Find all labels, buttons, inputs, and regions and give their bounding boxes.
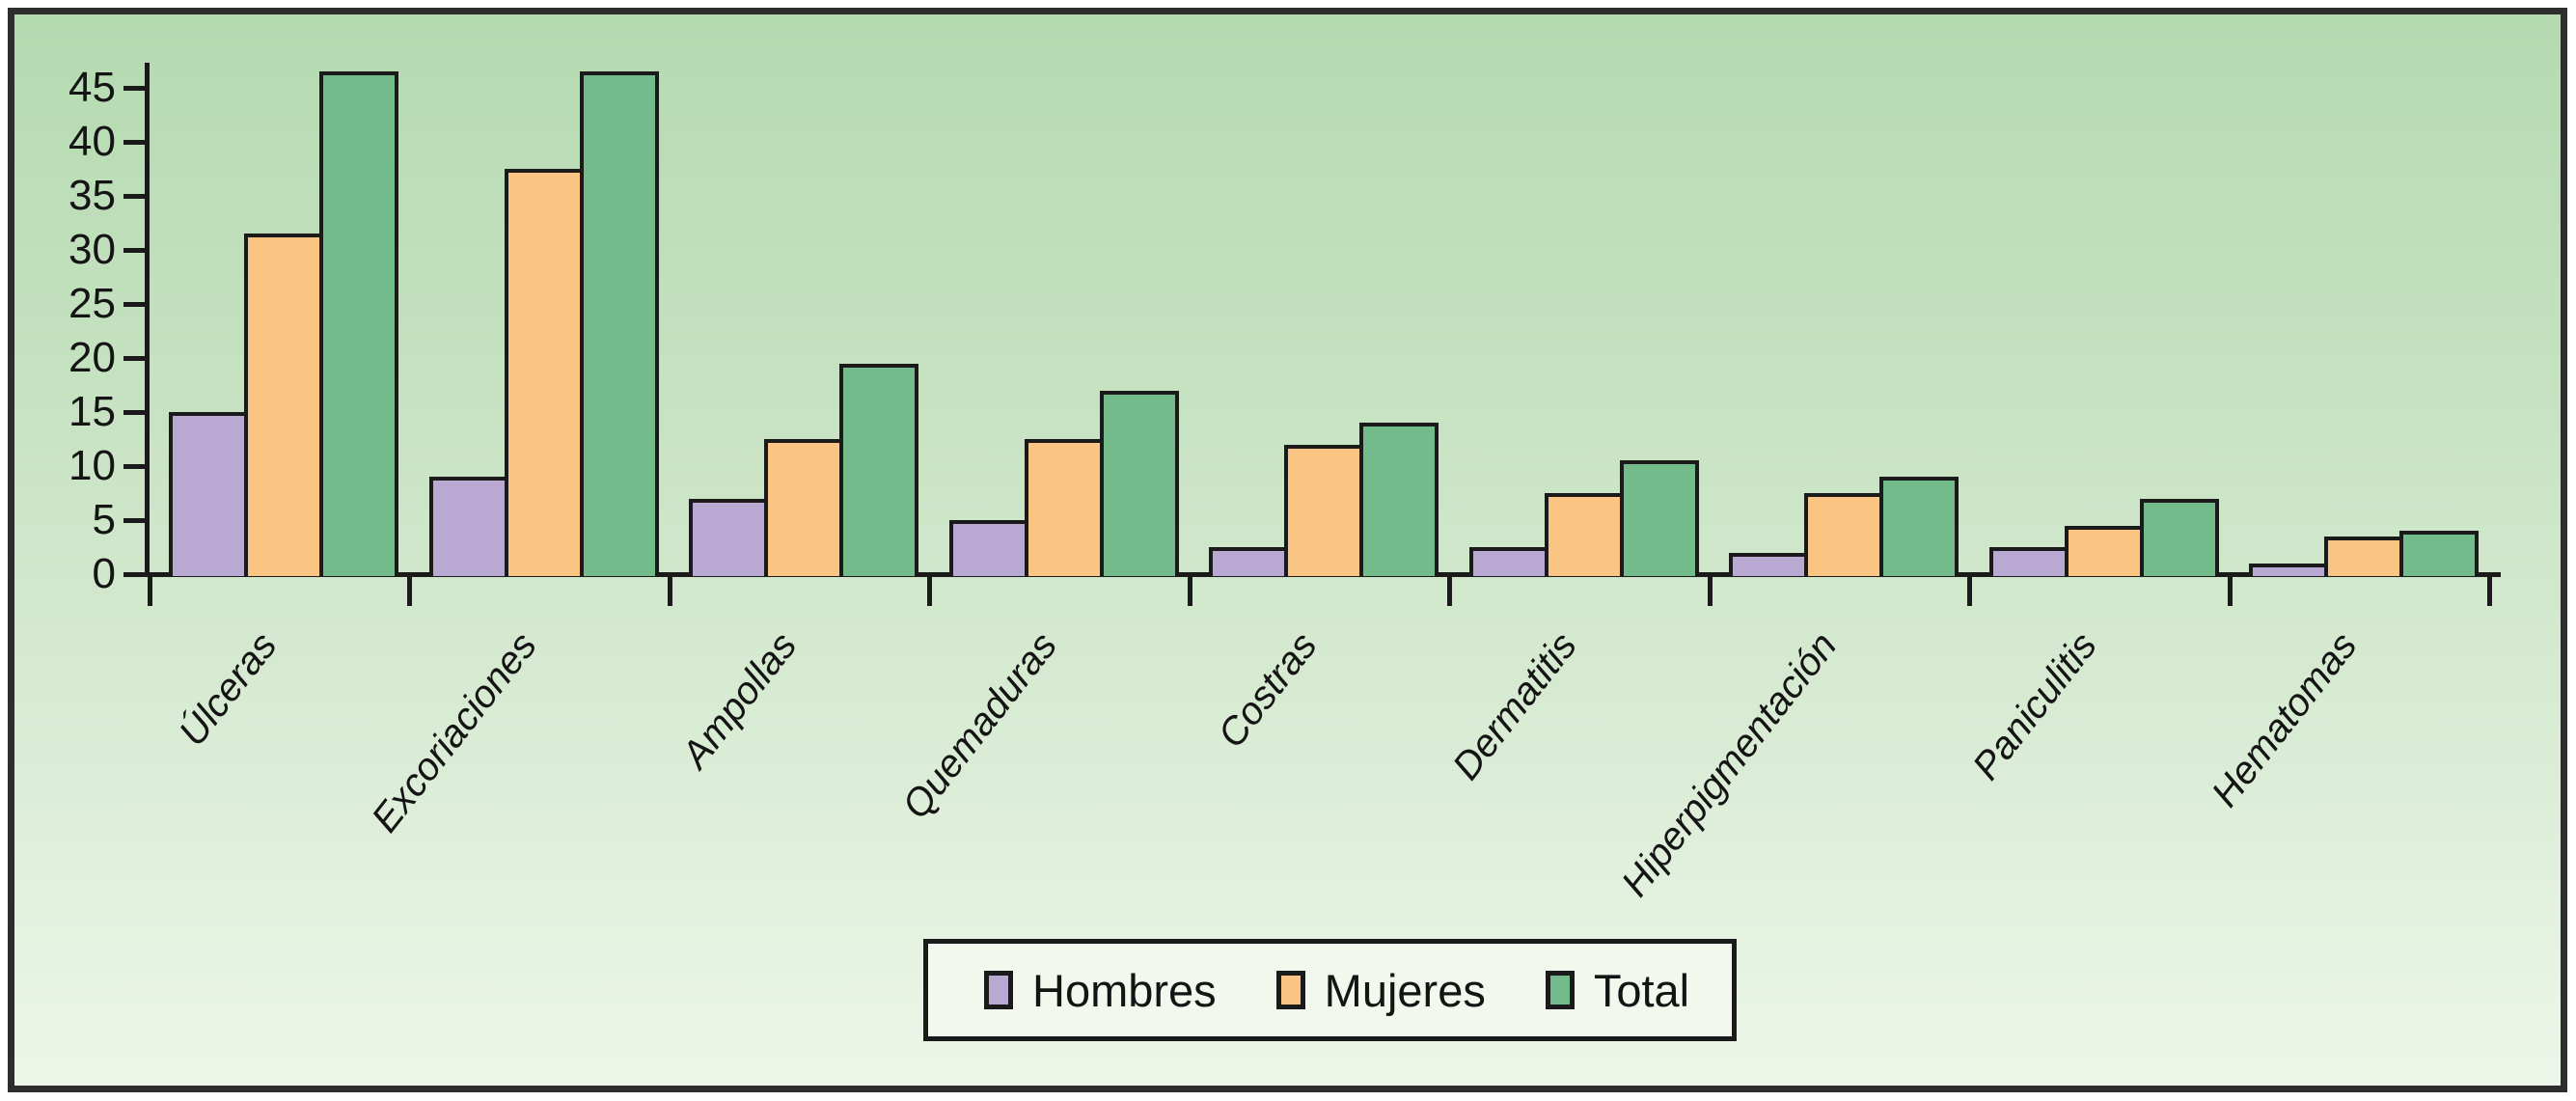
bar-hematomas-total [2399, 531, 2479, 576]
y-axis-tick [123, 301, 150, 307]
legend-item-mujeres: Mujeres [1275, 964, 1486, 1016]
bar-excoriaciones-hombres [428, 477, 508, 576]
y-axis-tick [123, 355, 150, 361]
y-axis-tick-label: 35 [69, 172, 116, 219]
y-axis-tick-label: 0 [92, 550, 116, 597]
bar-costras-mujeres [1284, 444, 1363, 576]
bar-excoriaciones-total [579, 71, 659, 576]
y-axis-tick [123, 247, 150, 253]
bar-hiperpigmentación-mujeres [1804, 493, 1883, 576]
y-axis-tick-label: 25 [69, 280, 116, 327]
y-axis-tick-label: 30 [69, 226, 116, 273]
y-axis-tick-label: 5 [92, 496, 116, 543]
bar-hiperpigmentación-total [1879, 477, 1959, 576]
legend-item-hombres: Hombres [984, 968, 1217, 1013]
legend-label-hombres: Hombres [1032, 964, 1217, 1016]
total-swatch-icon [1545, 971, 1575, 1009]
bar-ampollas-hombres [689, 498, 768, 576]
x-axis-tick [407, 574, 412, 606]
bar-hematomas-mujeres [2324, 536, 2403, 576]
bar-quemaduras-hombres [948, 520, 1028, 576]
bar-ampollas-mujeres [764, 439, 843, 576]
legend-item-total: Total [1545, 964, 1690, 1016]
y-axis-tick [123, 139, 150, 145]
y-axis-tick [123, 409, 150, 415]
y-axis-tick-label: 15 [69, 388, 116, 435]
y-axis-tick [123, 463, 150, 469]
bar-paniculitis-total [2139, 498, 2219, 576]
hombres-swatch-icon [984, 971, 1013, 1009]
x-axis-tick [1447, 574, 1452, 606]
bar-hematomas-hombres [2249, 563, 2328, 576]
y-axis-tick-label: 40 [69, 118, 116, 165]
x-axis-tick [1187, 574, 1192, 606]
bar-quemaduras-total [1099, 390, 1179, 576]
mujeres-swatch-icon [1275, 971, 1305, 1009]
x-axis-tick [147, 574, 152, 606]
y-axis-tick-label: 20 [69, 334, 116, 381]
bar-costras-hombres [1209, 547, 1288, 576]
legend: Hombres Mujeres Total [923, 939, 1737, 1041]
y-axis-tick [123, 517, 150, 523]
y-axis-tick-label: 45 [69, 64, 116, 111]
bar-paniculitis-mujeres [2064, 525, 2144, 576]
x-axis-tick [1967, 574, 1972, 606]
x-axis-tick [2487, 574, 2492, 606]
bar-úlceras-hombres [169, 412, 248, 576]
bar-dermatitis-hombres [1468, 547, 1548, 576]
bar-úlceras-mujeres [244, 234, 323, 576]
bar-ampollas-total [839, 363, 918, 576]
y-axis-tick [123, 85, 150, 91]
x-axis-tick [1707, 574, 1713, 606]
legend-label-total: Total [1593, 964, 1690, 1016]
y-axis-tick [123, 571, 150, 577]
y-axis-tick [123, 193, 150, 199]
bar-dermatitis-mujeres [1544, 493, 1624, 576]
bar-quemaduras-mujeres [1024, 439, 1104, 576]
y-axis-tick-label: 10 [69, 442, 116, 489]
x-axis-tick [667, 574, 672, 606]
bar-paniculitis-hombres [1988, 547, 2069, 576]
legend-label-mujeres: Mujeres [1324, 964, 1486, 1016]
bar-excoriaciones-mujeres [504, 169, 584, 576]
bar-úlceras-total [319, 71, 398, 576]
bar-dermatitis-total [1619, 460, 1699, 576]
y-axis-line [145, 63, 150, 577]
x-axis-tick [927, 574, 932, 606]
bar-hiperpigmentación-hombres [1729, 552, 1808, 576]
bar-costras-total [1359, 423, 1439, 576]
x-axis-tick [2227, 574, 2233, 606]
